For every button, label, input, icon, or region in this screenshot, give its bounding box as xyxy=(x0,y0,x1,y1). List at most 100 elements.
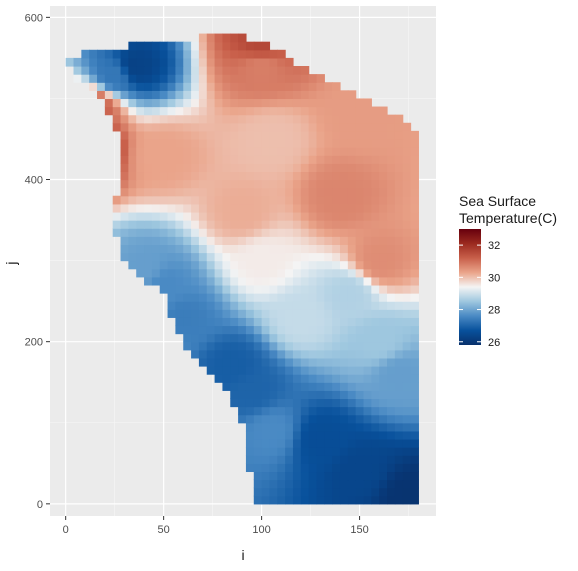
heatmap-cell xyxy=(238,49,247,59)
heatmap-cell xyxy=(410,495,419,505)
heatmap-cell xyxy=(324,130,333,140)
heatmap-cell xyxy=(363,187,372,197)
heatmap-cell xyxy=(332,171,341,181)
heatmap-cell xyxy=(230,74,239,83)
heatmap-cell xyxy=(269,479,278,489)
heatmap-cell xyxy=(347,138,357,148)
heatmap-cell xyxy=(245,374,255,383)
heatmap-cell xyxy=(238,220,247,229)
heatmap-cell xyxy=(183,106,192,116)
heatmap-cell xyxy=(308,82,318,91)
heatmap-cell xyxy=(402,463,412,473)
heatmap-cell xyxy=(402,438,412,448)
heatmap-cell xyxy=(402,382,412,391)
heatmap-cell xyxy=(238,333,247,343)
heatmap-cell xyxy=(175,284,184,294)
heatmap-cell xyxy=(387,195,396,205)
heatmap-cell xyxy=(277,244,286,254)
heatmap-cell xyxy=(269,406,278,416)
heatmap-cell xyxy=(261,293,271,302)
heatmap-cell xyxy=(308,422,318,432)
heatmap-cell xyxy=(387,179,396,189)
heatmap-cell xyxy=(214,82,224,91)
heatmap-cell xyxy=(183,171,192,181)
heatmap-cell xyxy=(292,471,302,481)
heatmap-cell xyxy=(410,171,419,181)
heatmap-cell xyxy=(198,211,208,221)
heatmap-cell xyxy=(300,122,310,132)
heatmap-cell xyxy=(379,106,388,116)
heatmap-cell xyxy=(316,398,325,408)
heatmap-cell xyxy=(245,406,255,416)
heatmap-cell xyxy=(261,203,271,213)
heatmap-cell xyxy=(144,252,153,262)
heatmap-cell xyxy=(285,74,294,83)
heatmap-cell xyxy=(277,349,286,359)
heatmap-cell xyxy=(410,284,419,294)
heatmap-cell xyxy=(214,357,224,367)
heatmap-cell xyxy=(355,293,365,302)
heatmap-cell xyxy=(261,414,271,424)
heatmap-cell xyxy=(402,122,412,132)
heatmap-cell xyxy=(198,293,208,302)
heatmap-cell xyxy=(387,260,396,270)
heatmap-cell xyxy=(379,155,388,164)
heatmap-cell xyxy=(198,106,208,116)
heatmap-cell xyxy=(277,471,286,481)
heatmap-cell xyxy=(167,98,176,108)
heatmap-cell xyxy=(355,236,365,245)
heatmap-cell xyxy=(277,333,286,343)
heatmap-cell xyxy=(151,228,161,237)
heatmap-cell xyxy=(402,195,412,205)
heatmap-cell xyxy=(261,106,271,116)
heatmap-cell xyxy=(120,163,129,173)
heatmap-cell xyxy=(183,325,192,335)
heatmap-cell xyxy=(379,252,388,262)
heatmap-cell xyxy=(363,422,372,432)
heatmap-cell xyxy=(230,244,239,254)
heatmap-cell xyxy=(292,309,302,318)
heatmap-cell xyxy=(324,398,333,408)
heatmap-cell xyxy=(277,301,286,310)
heatmap-cell xyxy=(144,130,153,140)
heatmap-cell xyxy=(277,447,286,456)
heatmap-cell xyxy=(379,333,388,343)
heatmap-cell xyxy=(198,276,208,286)
heatmap-cell xyxy=(253,179,263,189)
heatmap-cell xyxy=(402,301,412,310)
heatmap-cell xyxy=(89,49,98,59)
heatmap-cell xyxy=(136,179,145,189)
heatmap-cell xyxy=(214,57,224,67)
heatmap-cell xyxy=(191,98,200,108)
heatmap-cell xyxy=(214,179,224,189)
heatmap-cell xyxy=(112,74,122,83)
heatmap-cell xyxy=(245,260,255,270)
heatmap-cell xyxy=(339,211,349,221)
heatmap-cell xyxy=(285,114,294,124)
heatmap-cell xyxy=(183,260,192,270)
heatmap-cell xyxy=(183,138,192,148)
heatmap-cell xyxy=(394,430,404,440)
heatmap-cell xyxy=(379,260,388,270)
heatmap-cell xyxy=(316,138,325,148)
heatmap-cell xyxy=(379,366,388,375)
heatmap-cell xyxy=(308,366,318,375)
heatmap-cell xyxy=(300,447,310,456)
heatmap-cell xyxy=(379,398,388,408)
heatmap-cell xyxy=(371,179,380,189)
heatmap-cell xyxy=(324,179,333,189)
heatmap-cell xyxy=(183,268,192,278)
heatmap-cell xyxy=(308,220,318,229)
heatmap-cell xyxy=(191,122,200,132)
heatmap-cell xyxy=(355,357,365,367)
heatmap-cell xyxy=(410,414,419,424)
heatmap-cell xyxy=(245,220,255,229)
heatmap-cell xyxy=(136,106,145,116)
heatmap-cell xyxy=(159,138,169,148)
heatmap-cell xyxy=(371,366,380,375)
heatmap-cell xyxy=(144,260,153,270)
heatmap-cell xyxy=(292,276,302,286)
heatmap-cell xyxy=(300,268,310,278)
heatmap-cell xyxy=(292,82,302,91)
heatmap-cell xyxy=(261,130,271,140)
